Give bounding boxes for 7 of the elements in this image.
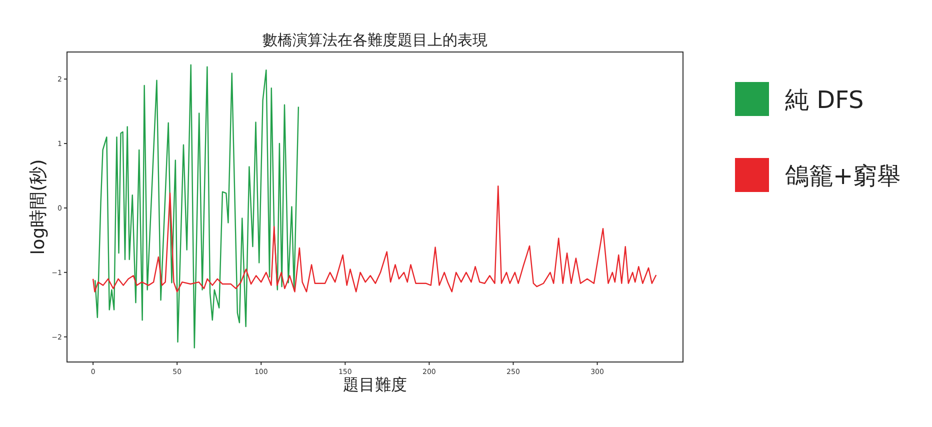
line-series bbox=[94, 64, 300, 348]
legend-label: 純 DFS bbox=[785, 86, 864, 114]
x-axis-title: 題目難度 bbox=[343, 375, 407, 394]
line-series bbox=[92, 185, 657, 292]
y-axis-title: log時間(秒) bbox=[28, 159, 49, 255]
chart-title: 數橋演算法在各難度題目上的表現 bbox=[262, 31, 488, 49]
legend-label: 鴿籠+窮舉 bbox=[785, 162, 902, 190]
